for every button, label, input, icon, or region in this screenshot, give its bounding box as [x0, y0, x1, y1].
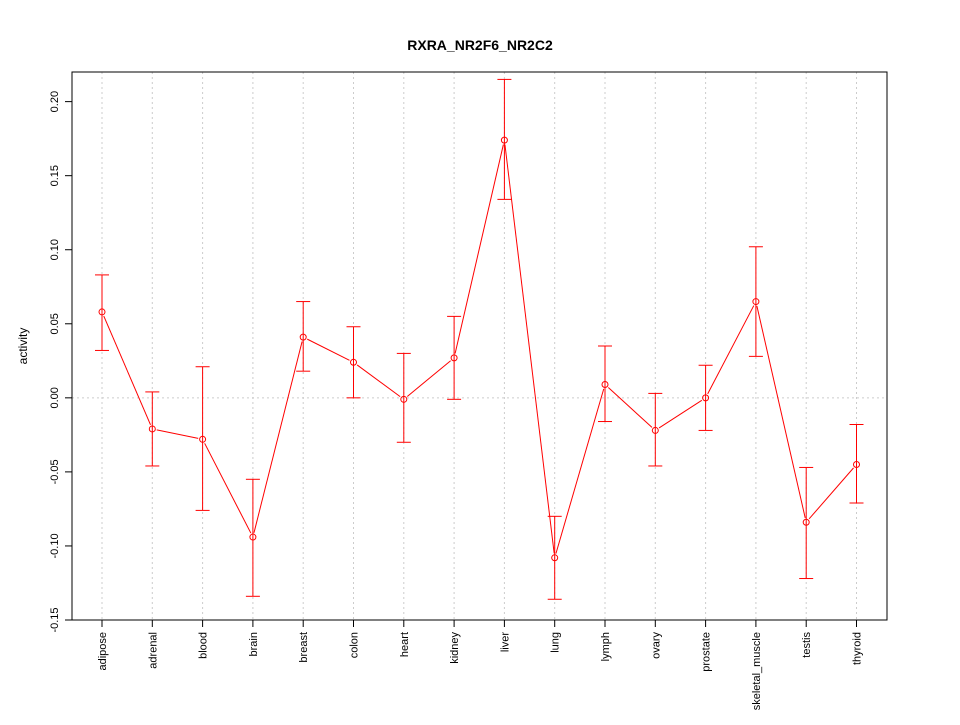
data-point	[752, 298, 760, 306]
x-tick-label: adrenal	[147, 632, 159, 669]
y-tick-label: -0.05	[49, 459, 61, 484]
series-line-segment	[156, 429, 199, 439]
x-tick-label: brain	[248, 632, 260, 656]
axes-layer: -0.15 -0.10 -0.05 0.00 0.05 0.10 0.15 0.20 adipo…	[49, 91, 864, 710]
y-tick-label: -0.10	[49, 533, 61, 558]
series-line-segment	[707, 305, 755, 395]
x-tick-label: kidney	[449, 632, 461, 664]
y-tick-label: 0.10	[49, 239, 61, 260]
x-tick-label: thyroid	[852, 632, 864, 665]
data-point	[702, 394, 710, 402]
x-tick-label: liver	[499, 632, 511, 653]
data-point	[249, 533, 257, 541]
series-line-segment	[607, 387, 653, 428]
data-point	[400, 395, 408, 403]
data-point	[651, 426, 659, 434]
grid-layer	[72, 72, 887, 620]
data-point	[601, 381, 609, 389]
data-point	[199, 435, 207, 443]
x-tick-label: ovary	[650, 632, 662, 659]
data-point	[500, 136, 508, 144]
x-tick-label: testis	[801, 632, 813, 658]
chart-title: RXRA_NR2F6_NR2C2	[407, 37, 553, 53]
x-tick-label: skeletal_muscle	[751, 632, 763, 710]
x-tick-label: breast	[298, 632, 310, 663]
series-line-segment	[253, 341, 303, 533]
series-line-segment	[658, 399, 703, 429]
data-point	[98, 308, 106, 316]
x-tick-label: colon	[349, 632, 361, 658]
x-tick-label: adipose	[97, 632, 109, 671]
plot-frame	[71, 71, 888, 621]
y-tick-label: 0.15	[49, 165, 61, 186]
series-line-segment	[808, 467, 854, 520]
x-tick-label: heart	[399, 632, 411, 657]
x-tick-label: lung	[550, 632, 562, 653]
data-point	[148, 425, 156, 433]
data-point	[551, 554, 559, 562]
data-point	[450, 354, 458, 362]
series-line-segment	[103, 315, 151, 426]
y-tick-label: 0.05	[49, 313, 61, 334]
data-point	[299, 333, 307, 341]
data-point	[853, 460, 860, 468]
series-line-segment	[504, 144, 555, 554]
series-line-segment	[307, 338, 350, 361]
series-line-segment	[454, 144, 504, 354]
y-tick-label: -0.15	[49, 607, 61, 632]
y-axis-label: activity	[16, 328, 30, 365]
y-tick-label: 0.20	[49, 91, 61, 112]
series-line-segment	[555, 388, 605, 554]
data-layer	[95, 78, 864, 600]
x-tick-label: lymph	[600, 632, 612, 661]
series-line-segment	[356, 364, 401, 398]
series-line-segment	[406, 360, 451, 397]
series-line-segment	[204, 443, 252, 534]
x-tick-label: blood	[198, 632, 210, 659]
data-point	[802, 518, 810, 526]
x-tick-label: prostate	[701, 632, 713, 672]
series-line-segment	[756, 305, 806, 518]
data-point	[350, 358, 357, 366]
y-tick-label: 0.00	[49, 387, 61, 408]
